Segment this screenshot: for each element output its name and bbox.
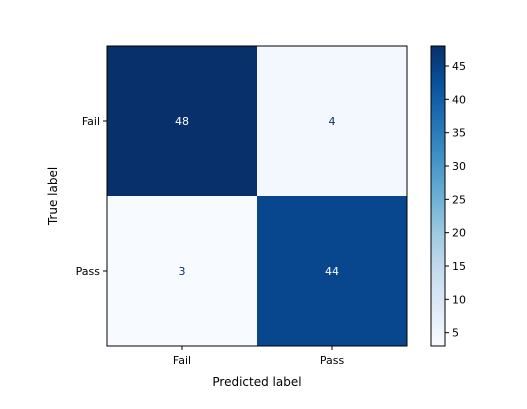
x-tick-label: Pass: [320, 354, 345, 367]
heatmap-cells: 48 4 3 44: [107, 46, 407, 346]
y-axis-ticks: Fail Pass: [76, 115, 107, 278]
x-axis-ticks: Fail Pass: [173, 346, 345, 367]
y-tick-label: Fail: [82, 115, 100, 128]
colorbar-tick-label: 25: [452, 193, 466, 206]
heatmap-cell: [257, 46, 407, 196]
colorbar-tick-label: 10: [452, 293, 466, 306]
x-axis-label: Predicted label: [212, 375, 301, 389]
heatmap-cell: [257, 196, 407, 346]
heatmap-cell: [107, 196, 257, 346]
colorbar-tick-label: 45: [452, 60, 466, 73]
cell-value-label: 48: [175, 115, 189, 128]
heatmap-cell: [107, 46, 257, 196]
y-tick-label: Pass: [76, 265, 101, 278]
cell-value-label: 3: [179, 265, 186, 278]
plot-frame: [106, 45, 408, 347]
colorbar-tick-label: 20: [452, 227, 466, 240]
colorbar-tick-label: 30: [452, 160, 466, 173]
colorbar: [430, 45, 446, 347]
cell-value-label: 4: [329, 115, 336, 128]
cell-value-label: 44: [325, 265, 339, 278]
colorbar-tick-label: 35: [452, 127, 466, 140]
colorbar-tick-label: 40: [452, 93, 466, 106]
colorbar-tick-label: 5: [452, 327, 459, 340]
y-axis-label: True label: [46, 167, 60, 226]
colorbar-ticks: 5 10 15 20 25 30 35 40 45: [445, 60, 466, 340]
x-tick-label: Fail: [173, 354, 191, 367]
colorbar-tick-label: 15: [452, 260, 466, 273]
